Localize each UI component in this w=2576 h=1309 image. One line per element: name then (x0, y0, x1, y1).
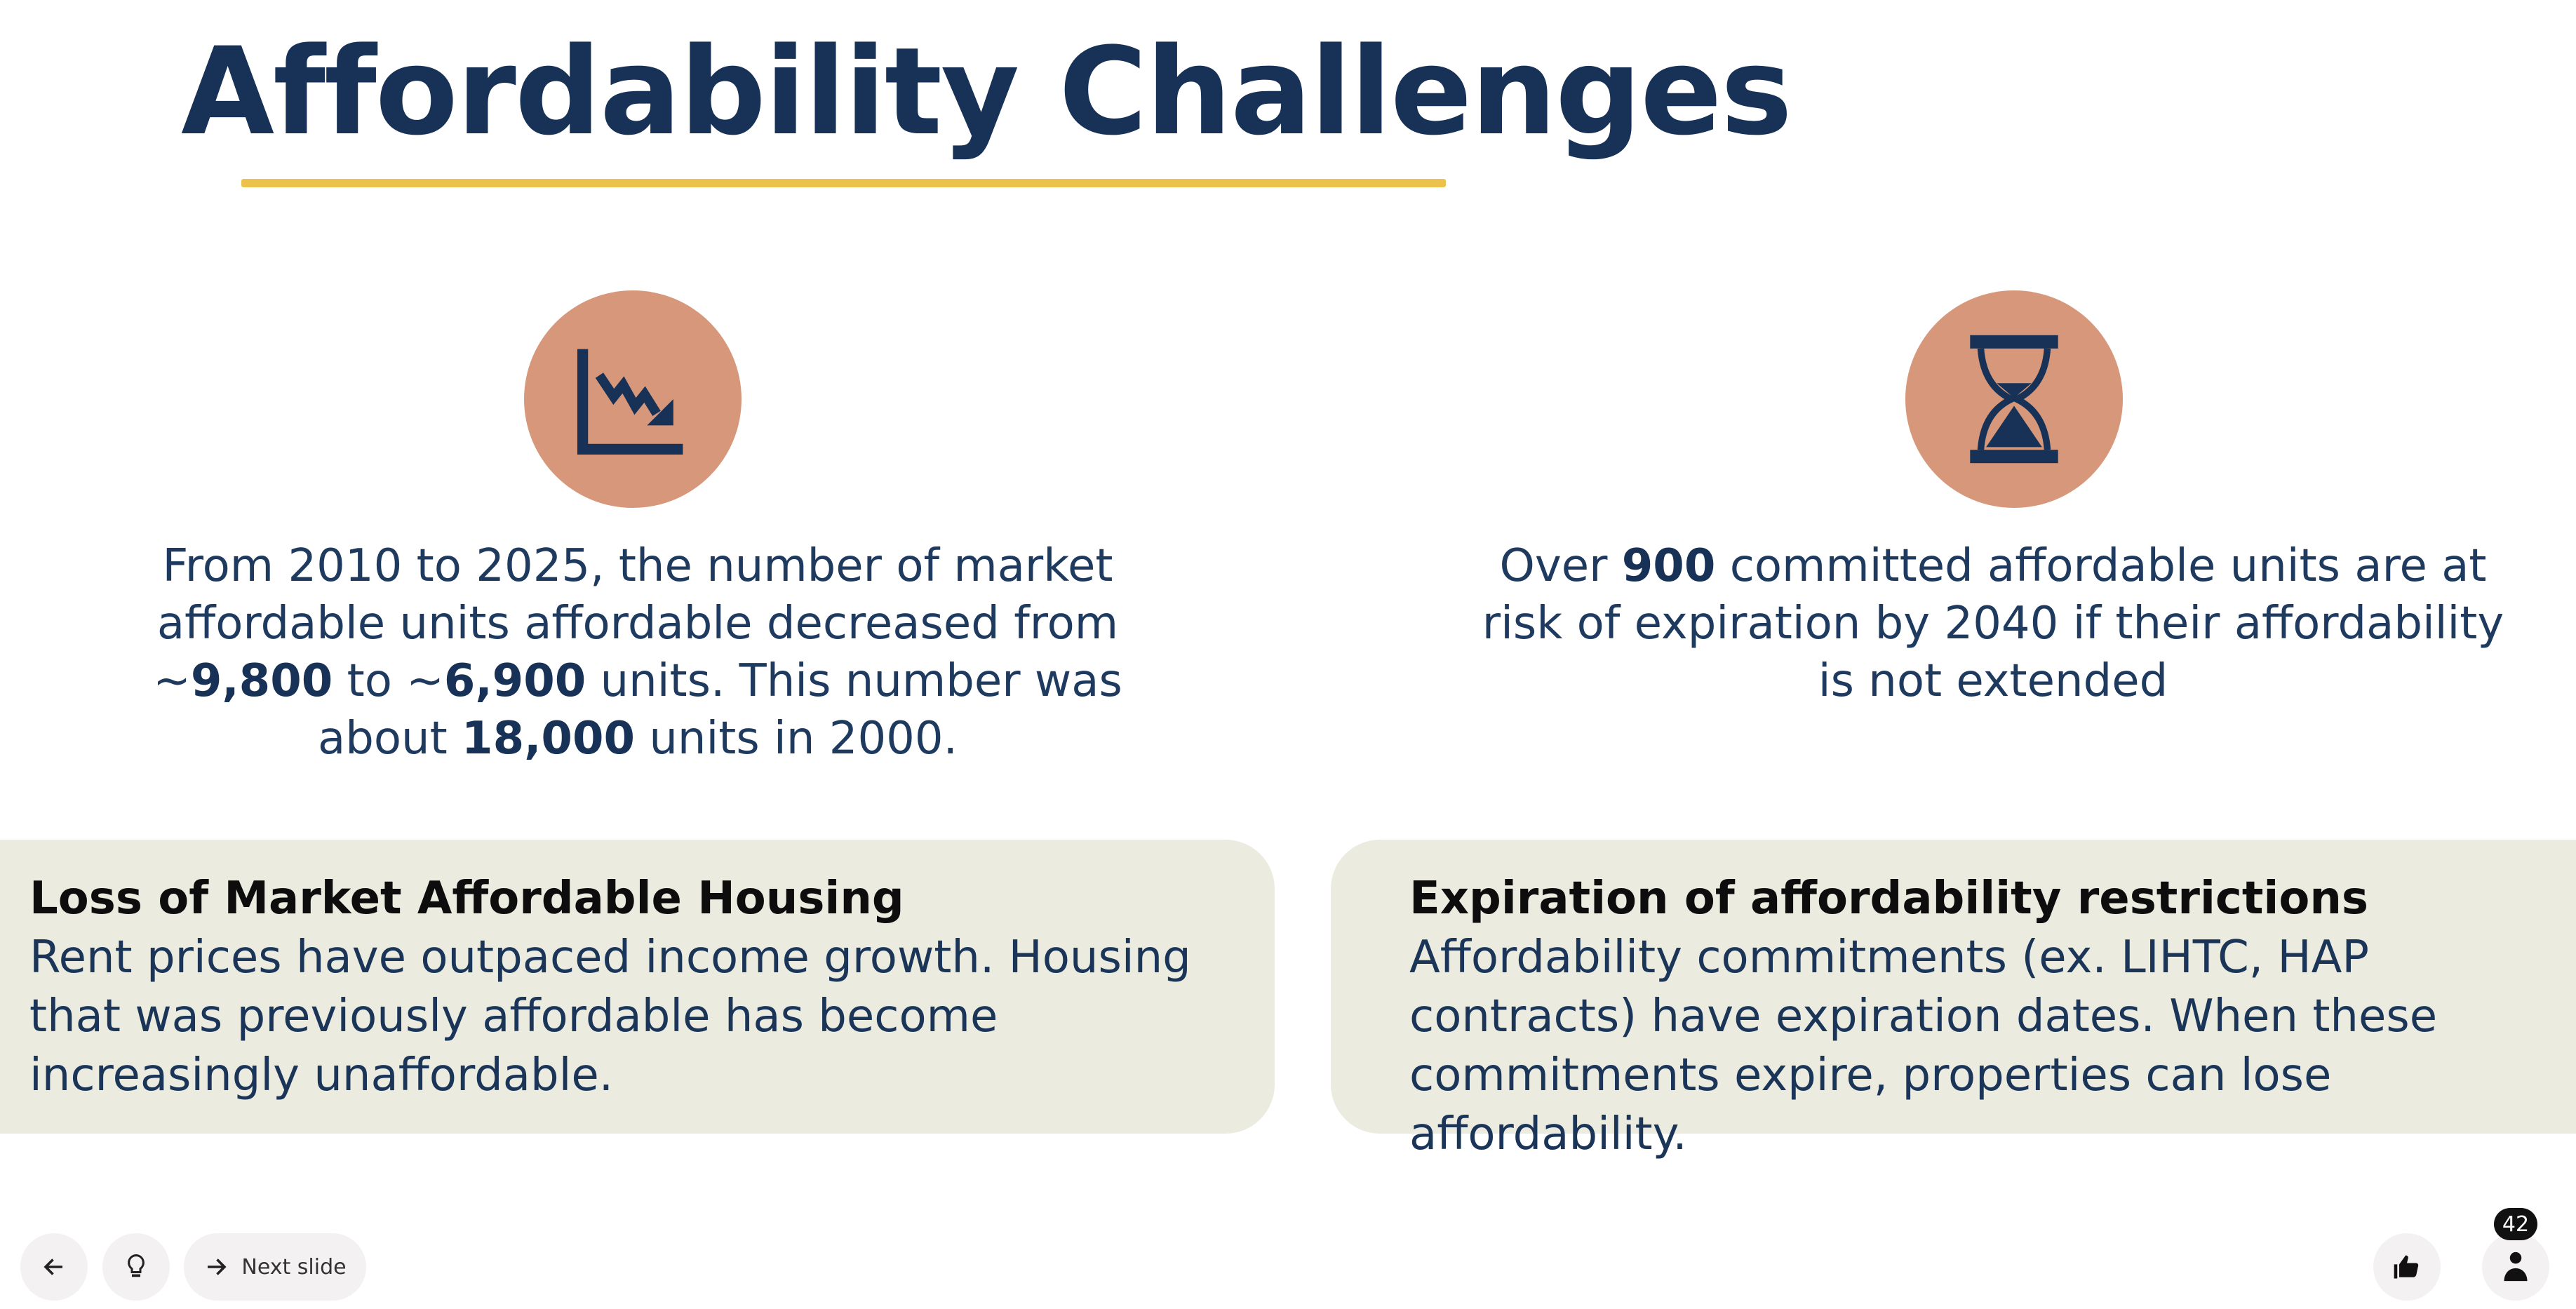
arrow-right-icon (208, 1258, 227, 1275)
declining-chart-icon (524, 290, 742, 508)
card-body: Affordability commitments (ex. LIHTC, HA… (1409, 932, 2438, 1160)
card-expiration-restrictions: Expiration of affordability restrictions… (1331, 840, 2576, 1160)
stat-value-2025: 6,900 (443, 655, 586, 707)
participants-button[interactable] (2482, 1233, 2549, 1301)
stat-value-2000: 18,000 (462, 713, 636, 765)
stat-text: to ~ (333, 655, 444, 707)
hourglass-icon (1905, 290, 2123, 508)
expiring-units-stat: Over 900 committed affordable units are … (1467, 537, 2519, 710)
card-loss-market-affordable: Loss of Market Affordable Housing Rent p… (0, 840, 1275, 1134)
hint-button[interactable] (102, 1233, 170, 1301)
like-button[interactable] (2373, 1233, 2441, 1301)
stat-text: units in 2000. (635, 713, 958, 765)
stat-value-units: 900 (1621, 540, 1716, 592)
thumbs-up-icon (2394, 1255, 2419, 1279)
arrow-left-icon (43, 1258, 62, 1275)
market-affordable-stat: From 2010 to 2025, the number of market … (112, 537, 1164, 767)
lightbulb-icon (128, 1254, 145, 1277)
stat-value-2010: 9,800 (190, 655, 333, 707)
previous-slide-button[interactable] (20, 1233, 88, 1301)
card-title: Loss of Market Affordable Housing (29, 873, 904, 925)
next-slide-label: Next slide (241, 1254, 347, 1280)
card-title: Expiration of affordability restrictions (1409, 873, 2368, 925)
participants-count-badge: 42 (2494, 1208, 2537, 1240)
next-slide-button[interactable]: Next slide (184, 1233, 366, 1301)
person-icon (2504, 1251, 2528, 1282)
stat-text: Over (1499, 540, 1622, 592)
stat-text: From 2010 to 2025, the number of market … (153, 540, 1119, 707)
title-underline (241, 179, 1446, 187)
stat-text: committed affordable units are at risk o… (1482, 540, 2504, 707)
slide-title: Affordability Challenges (181, 21, 1792, 162)
card-body: Rent prices have outpaced income growth.… (29, 932, 1191, 1101)
stat-text: units. This number was about (318, 655, 1122, 765)
